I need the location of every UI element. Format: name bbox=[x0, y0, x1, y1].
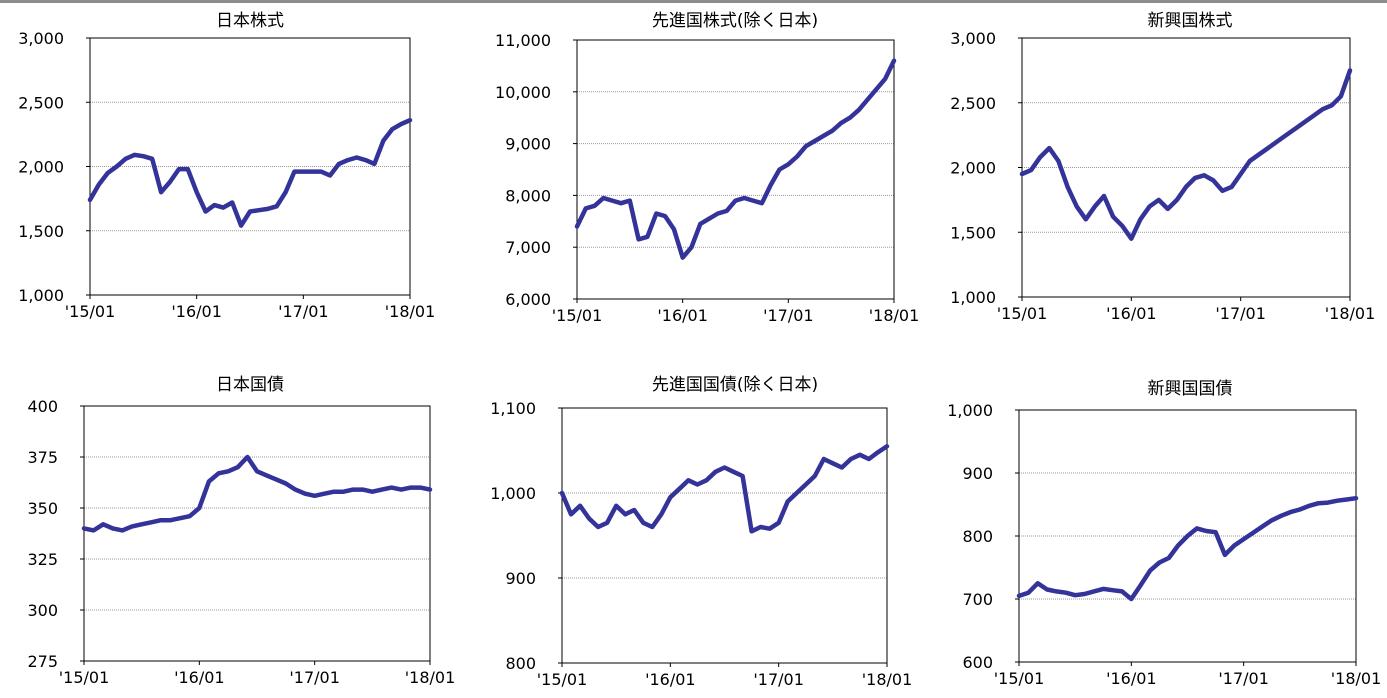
x-tick-label: '17/01 bbox=[753, 670, 804, 689]
chart-title: 日本国債 bbox=[216, 375, 284, 395]
x-tick-label: '15/01 bbox=[537, 670, 588, 689]
y-tick-label: 1,500 bbox=[18, 222, 64, 241]
x-tick-label: '17/01 bbox=[1218, 669, 1269, 688]
x-tick-label: '15/01 bbox=[994, 669, 1045, 688]
y-tick-label: 3,000 bbox=[18, 29, 64, 48]
series-line bbox=[87, 117, 413, 228]
y-tick-label: 325 bbox=[27, 550, 58, 569]
y-tick-label: 2,500 bbox=[950, 94, 996, 113]
x-tick-label: '15/01 bbox=[552, 306, 603, 325]
x-tick-label: '15/01 bbox=[65, 302, 116, 321]
y-tick-label: 900 bbox=[505, 569, 536, 588]
y-tick-label: 2,500 bbox=[18, 93, 64, 112]
x-tick-label: '16/01 bbox=[1106, 669, 1157, 688]
x-tick-label: '18/01 bbox=[1331, 669, 1382, 688]
plot-frame bbox=[561, 407, 888, 664]
y-tick-label: 3,000 bbox=[950, 29, 996, 48]
x-tick-label: '16/01 bbox=[174, 668, 225, 687]
y-tick-label: 6,000 bbox=[505, 290, 551, 309]
y-tick-label: 7,000 bbox=[505, 238, 551, 257]
x-tick-label: '16/01 bbox=[171, 302, 222, 321]
y-tick-label: 8,000 bbox=[505, 186, 551, 205]
y-tick-label: 1,500 bbox=[950, 223, 996, 242]
chart-title: 先進国国債(除く日本) bbox=[651, 375, 819, 395]
y-tick-label: 350 bbox=[27, 499, 58, 518]
chart-title: 新興国国債 bbox=[1147, 379, 1233, 399]
x-tick-label: '17/01 bbox=[1215, 304, 1266, 323]
y-tick-label: 1,000 bbox=[18, 286, 64, 305]
x-tick-label: '17/01 bbox=[278, 302, 329, 321]
series-line bbox=[1019, 68, 1353, 241]
x-tick-label: '17/01 bbox=[289, 668, 340, 687]
y-tick-label: 2,000 bbox=[950, 159, 996, 178]
y-tick-label: 9,000 bbox=[505, 135, 551, 154]
series-line bbox=[574, 58, 897, 260]
x-tick-label: '17/01 bbox=[763, 306, 814, 325]
series-line bbox=[559, 444, 890, 534]
chart-title: 新興国株式 bbox=[1147, 11, 1233, 31]
top-border-rule bbox=[0, 0, 1387, 3]
y-tick-label: 800 bbox=[962, 527, 993, 546]
x-tick-label: '18/01 bbox=[1325, 304, 1376, 323]
x-tick-label: '18/01 bbox=[405, 668, 456, 687]
y-tick-label: 1,000 bbox=[490, 484, 536, 503]
x-tick-label: '15/01 bbox=[997, 304, 1048, 323]
y-tick-label: 300 bbox=[27, 601, 58, 620]
y-tick-label: 275 bbox=[27, 652, 58, 671]
plot-frame bbox=[83, 405, 431, 662]
y-tick-label: 2,000 bbox=[18, 158, 64, 177]
x-tick-label: '15/01 bbox=[59, 668, 110, 687]
y-tick-label: 1,000 bbox=[947, 401, 993, 420]
x-tick-label: '16/01 bbox=[645, 670, 696, 689]
plot-frame bbox=[576, 39, 895, 300]
y-tick-label: 800 bbox=[505, 654, 536, 673]
y-tick-label: 1,100 bbox=[490, 399, 536, 418]
y-tick-label: 375 bbox=[27, 448, 58, 467]
y-tick-label: 11,000 bbox=[495, 31, 551, 50]
series-line bbox=[1016, 495, 1359, 602]
x-tick-label: '18/01 bbox=[385, 302, 436, 321]
y-tick-label: 700 bbox=[962, 590, 993, 609]
chart-title: 日本株式 bbox=[216, 11, 284, 31]
series-line bbox=[81, 454, 433, 533]
x-tick-label: '16/01 bbox=[657, 306, 708, 325]
chart-title: 先進国株式(除く日本) bbox=[651, 11, 819, 31]
y-tick-label: 400 bbox=[27, 397, 58, 416]
y-tick-label: 1,000 bbox=[950, 288, 996, 307]
x-tick-label: '18/01 bbox=[869, 306, 920, 325]
y-tick-label: 600 bbox=[962, 653, 993, 672]
x-tick-label: '16/01 bbox=[1106, 304, 1157, 323]
y-tick-label: 10,000 bbox=[495, 83, 551, 102]
x-tick-label: '18/01 bbox=[862, 670, 913, 689]
y-tick-label: 900 bbox=[962, 464, 993, 483]
